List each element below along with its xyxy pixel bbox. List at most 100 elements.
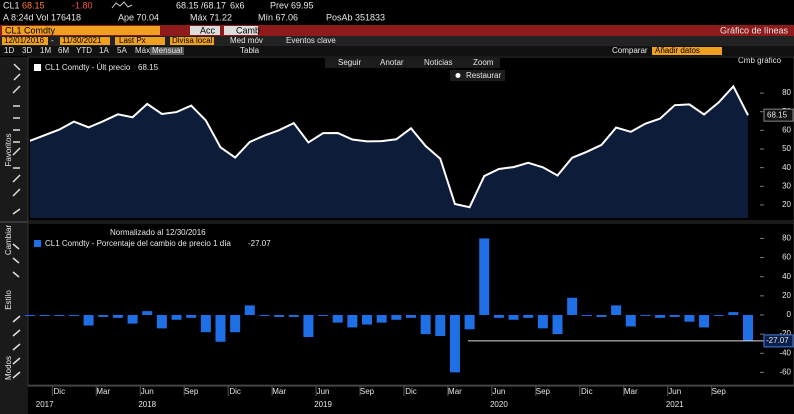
x-tick-label: Jun: [141, 387, 154, 396]
year-label: 2017: [36, 400, 54, 409]
bar: [567, 297, 578, 315]
bar: [669, 314, 680, 317]
bar: [142, 311, 153, 315]
bar: [684, 314, 695, 322]
x-tick-label: Mar: [448, 387, 462, 396]
currency[interactable]: Divisa local: [172, 36, 213, 45]
y-tick-label: 20: [782, 200, 791, 209]
actions[interactable]: Acc: [200, 25, 216, 35]
bar: [25, 314, 35, 316]
bar: [523, 314, 534, 318]
last-price: 68.15: [22, 0, 45, 10]
period[interactable]: Máx: [135, 46, 150, 55]
bar: [186, 314, 197, 318]
period[interactable]: 1M: [40, 46, 51, 55]
reset-button[interactable]: [450, 70, 505, 81]
bar: [581, 314, 592, 316]
bar: [156, 314, 167, 329]
change[interactable]: Camb: [236, 25, 260, 35]
change-button[interactable]: [224, 26, 258, 35]
start-input[interactable]: [2, 37, 48, 45]
legend: CL1 Comdty - Porcentaje del cambio de pr…: [45, 239, 231, 248]
period[interactable]: 6M: [58, 46, 69, 55]
y-tick-label: -40: [779, 348, 791, 357]
y-tick-label: 80: [782, 88, 791, 97]
date-sep: -: [51, 36, 54, 45]
key-events[interactable]: Eventos clave: [286, 36, 336, 45]
frequency[interactable]: Mensual: [152, 46, 182, 55]
security[interactable]: CL1 Comdty: [5, 25, 56, 35]
field-input[interactable]: [115, 37, 165, 45]
sidebar-label: Modos: [4, 356, 13, 380]
bar: [39, 314, 50, 316]
bar: [54, 314, 65, 316]
bar: [479, 238, 490, 315]
add-data[interactable]: Añadir datos: [655, 46, 700, 55]
sidebar-label: Favoritos: [4, 134, 13, 167]
bar: [303, 314, 314, 337]
bar: [230, 314, 241, 333]
year-label: 2018: [138, 400, 156, 409]
add-data-input[interactable]: [652, 47, 722, 55]
x-tick-label: Dic: [581, 387, 593, 396]
legend: CL1 Comdty - Últ precio: [45, 63, 131, 72]
period[interactable]: 3D: [22, 46, 32, 55]
sidebar: [0, 57, 28, 414]
annotate[interactable]: Anotar: [380, 58, 404, 67]
field[interactable]: Last Px: [119, 36, 146, 45]
bar: [362, 314, 373, 325]
bar: [259, 314, 270, 316]
currency-input[interactable]: [170, 37, 214, 45]
bar: [376, 314, 387, 323]
period[interactable]: 5A: [117, 46, 127, 55]
y-tick-label: 40: [782, 272, 791, 281]
table[interactable]: Tabla: [240, 46, 260, 55]
bar: [508, 314, 519, 320]
compare[interactable]: Comparar: [612, 46, 648, 55]
bar: [171, 314, 182, 320]
value-tag-label: -27.07: [766, 336, 789, 345]
y-tick-label: 60: [782, 125, 791, 134]
bar: [68, 314, 79, 316]
bar: [127, 314, 138, 324]
moving-average[interactable]: Med móv: [230, 36, 263, 45]
y-tick-label: -20: [779, 329, 791, 338]
tool-icons: [12, 63, 21, 379]
period[interactable]: 1A: [99, 46, 109, 55]
area: [30, 86, 748, 218]
size: 6x6: [230, 0, 245, 10]
period[interactable]: YTD: [76, 46, 92, 55]
frequency-button[interactable]: [150, 47, 184, 55]
periods: 1D 3D 1M 6M YTD 1A 5A Máx: [4, 46, 150, 55]
legend-box: [34, 64, 41, 71]
end-input[interactable]: [60, 37, 110, 45]
period[interactable]: 1D: [4, 46, 14, 55]
chart-change[interactable]: Cmb gráfico: [738, 56, 782, 65]
end-date[interactable]: 11/30/2021: [62, 36, 102, 45]
reset[interactable]: Restaurar: [466, 71, 501, 80]
bar: [699, 314, 710, 328]
bar: [596, 314, 607, 317]
sidebar-label: Cambiar: [4, 225, 13, 256]
bar: [112, 314, 123, 318]
bar: [215, 314, 226, 342]
bid-ask: 68.15 /68.17: [176, 0, 226, 10]
legend-value: 68.15: [138, 63, 159, 72]
x-tick-label: Sep: [184, 387, 199, 396]
x-tick-label: Sep: [536, 387, 551, 396]
security-input[interactable]: [2, 26, 160, 35]
legend-box: [34, 240, 41, 247]
y-tick-label: 40: [782, 163, 791, 172]
y-tick-label: 20: [782, 291, 791, 300]
volume: Vol 176418: [36, 12, 81, 22]
value-tag: [763, 334, 794, 348]
bar: [332, 314, 343, 323]
start-date[interactable]: 12/01/2016: [4, 36, 45, 45]
bar: [244, 305, 255, 315]
zoom[interactable]: Zoom: [473, 58, 494, 67]
bar: [347, 314, 358, 328]
actions-button[interactable]: [190, 26, 220, 35]
news[interactable]: Noticias: [424, 58, 452, 67]
follow[interactable]: Seguir: [338, 58, 361, 67]
